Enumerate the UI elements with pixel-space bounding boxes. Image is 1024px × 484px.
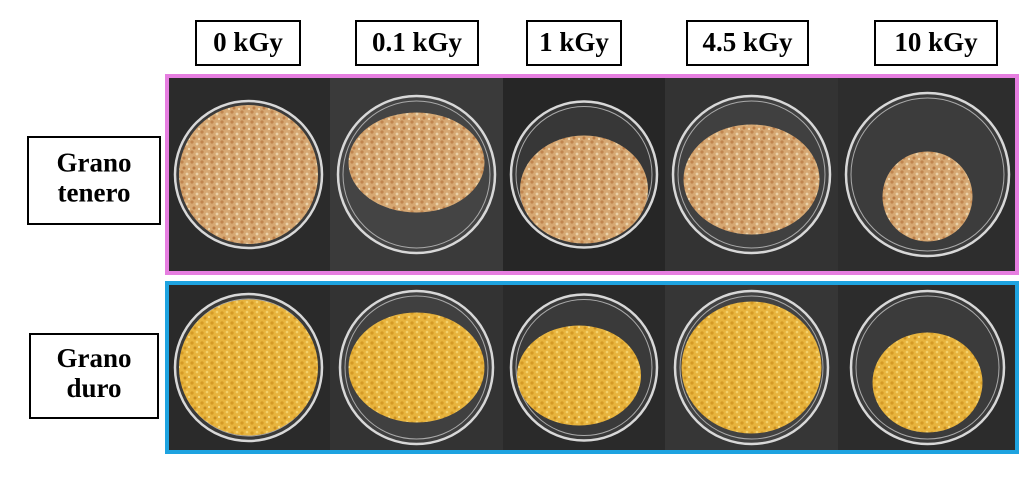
row-label: Grano	[56, 343, 131, 373]
grain-sample	[179, 105, 318, 244]
petri-dish-rim	[855, 295, 1000, 440]
row-label: Grano	[56, 148, 131, 178]
column-label: 10 kGy	[894, 27, 978, 57]
column-label-box	[355, 20, 479, 66]
grain-sample	[520, 135, 648, 244]
column-label-box	[874, 20, 998, 66]
row-border	[165, 281, 1019, 454]
grain-sample	[348, 312, 485, 423]
grain-sample	[517, 325, 641, 426]
row-label: duro	[66, 373, 121, 403]
column-label-box	[686, 20, 809, 66]
petri-dish-rim	[515, 299, 653, 436]
column-label: 0 kGy	[213, 27, 283, 57]
grain-sample	[681, 301, 822, 434]
grain-sample	[179, 299, 318, 436]
grain-sample	[872, 332, 983, 433]
petri-dish-rim	[677, 100, 826, 249]
column-label: 0.1 kGy	[372, 27, 463, 57]
petri-dish-rim	[344, 295, 489, 440]
row-label-box	[27, 136, 161, 225]
column-label-box	[526, 20, 622, 66]
row-label-box	[29, 333, 159, 419]
petri-dish-rim	[342, 100, 491, 249]
column-label: 1 kGy	[539, 27, 609, 57]
row-border	[165, 74, 1019, 275]
grain-sample	[882, 151, 973, 242]
petri-dish-rim	[679, 295, 824, 440]
column-label-box	[195, 20, 301, 66]
grain-sample	[683, 124, 820, 235]
row-label: tenero	[58, 178, 131, 208]
column-label: 4.5 kGy	[702, 27, 793, 57]
petri-dish-rim	[850, 97, 1005, 252]
grain-sample	[348, 112, 485, 213]
